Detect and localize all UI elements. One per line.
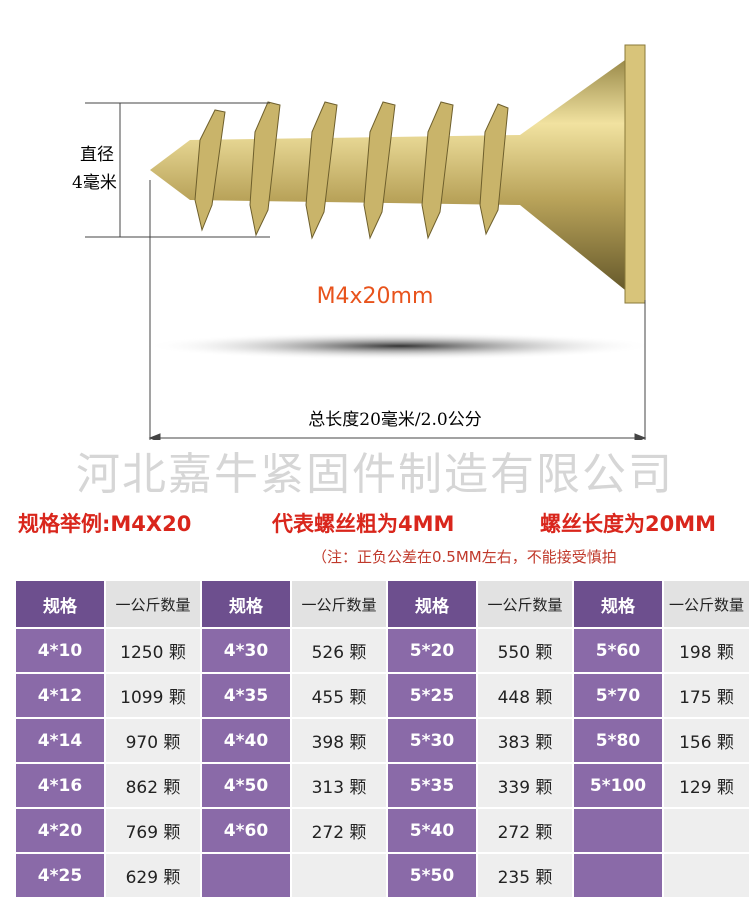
table-cell: 4*20 (15, 808, 105, 853)
table-cell: 5*80 (573, 718, 663, 763)
table-cell: 455 颗 (291, 673, 387, 718)
empty-cell (291, 853, 387, 898)
table-cell: 5*35 (387, 763, 477, 808)
table-cell: 4*35 (201, 673, 291, 718)
table-cell: 629 颗 (105, 853, 201, 898)
table-cell: 550 颗 (477, 628, 573, 673)
table-cell: 383 颗 (477, 718, 573, 763)
table-cell: 4*40 (201, 718, 291, 763)
spec-thickness: 代表螺丝粗为4MM (272, 512, 455, 536)
spec-table: 规格 一公斤数量 规格 一公斤数量 规格 一公斤数量 规格 一公斤数量 4*10 1250 颗 4*… (15, 580, 750, 898)
empty-cell (201, 853, 291, 898)
watermark: 河北嘉牛紧固件制造有限公司 (76, 449, 674, 500)
table-cell: 4*25 (15, 853, 105, 898)
table-cell: 313 颗 (291, 763, 387, 808)
table-cell: 4*12 (15, 673, 105, 718)
empty-cell (663, 808, 750, 853)
shadow (145, 332, 655, 360)
table-cell: 862 颗 (105, 763, 201, 808)
table-cell: 129 颗 (663, 763, 750, 808)
spec-example: 规格举例:M4X20 (18, 512, 192, 536)
table-cell: 5*50 (387, 853, 477, 898)
column-header: 一公斤数量 (105, 580, 201, 628)
table-cell: 5*40 (387, 808, 477, 853)
model-label: M4x20mm (317, 284, 434, 309)
table-cell: 272 颗 (477, 808, 573, 853)
table-cell: 4*16 (15, 763, 105, 808)
column-header: 规格 (201, 580, 291, 628)
column-header: 规格 (573, 580, 663, 628)
column-header: 一公斤数量 (663, 580, 750, 628)
diameter-label: 直径 (80, 145, 114, 165)
column-header: 一公斤数量 (477, 580, 573, 628)
table-cell: 769 颗 (105, 808, 201, 853)
table-cell: 175 颗 (663, 673, 750, 718)
diameter-label: 4毫米 (72, 173, 117, 193)
table-cell: 1099 颗 (105, 673, 201, 718)
screw-head (624, 44, 646, 304)
column-header: 规格 (387, 580, 477, 628)
table-cell: 1250 颗 (105, 628, 201, 673)
table-cell: 448 颗 (477, 673, 573, 718)
table-cell: 4*10 (15, 628, 105, 673)
length-label: 总长度20毫米/2.0公分 (308, 410, 481, 430)
table-cell: 339 颗 (477, 763, 573, 808)
table-cell: 198 颗 (663, 628, 750, 673)
table-cell: 5*70 (573, 673, 663, 718)
note: （注：正负公差在0.5MM左右，不能接受慎拍 (312, 548, 617, 566)
table-cell: 398 颗 (291, 718, 387, 763)
table-cell: 970 颗 (105, 718, 201, 763)
table-cell: 272 颗 (291, 808, 387, 853)
screw-figure: 直径 4毫米 M4x20mm 总长度20毫米/2.0公分 (72, 44, 655, 440)
table-cell: 4*30 (201, 628, 291, 673)
empty-cell (663, 853, 750, 898)
column-header: 规格 (15, 580, 105, 628)
threads (194, 101, 509, 240)
screw-body (150, 48, 645, 300)
table-cell: 5*60 (573, 628, 663, 673)
table-cell: 5*30 (387, 718, 477, 763)
table-cell: 4*14 (15, 718, 105, 763)
table-cell: 156 颗 (663, 718, 750, 763)
empty-cell (573, 853, 663, 898)
table-cell: 4*60 (201, 808, 291, 853)
table-cell: 235 颗 (477, 853, 573, 898)
empty-cell (573, 808, 663, 853)
dimension-lines (85, 102, 647, 440)
table-cell: 5*25 (387, 673, 477, 718)
table-cell: 4*50 (201, 763, 291, 808)
table-cell: 5*20 (387, 628, 477, 673)
column-header: 一公斤数量 (291, 580, 387, 628)
spec-length: 螺丝长度为20MM (540, 512, 717, 536)
table-cell: 526 颗 (291, 628, 387, 673)
table-cell: 5*100 (573, 763, 663, 808)
